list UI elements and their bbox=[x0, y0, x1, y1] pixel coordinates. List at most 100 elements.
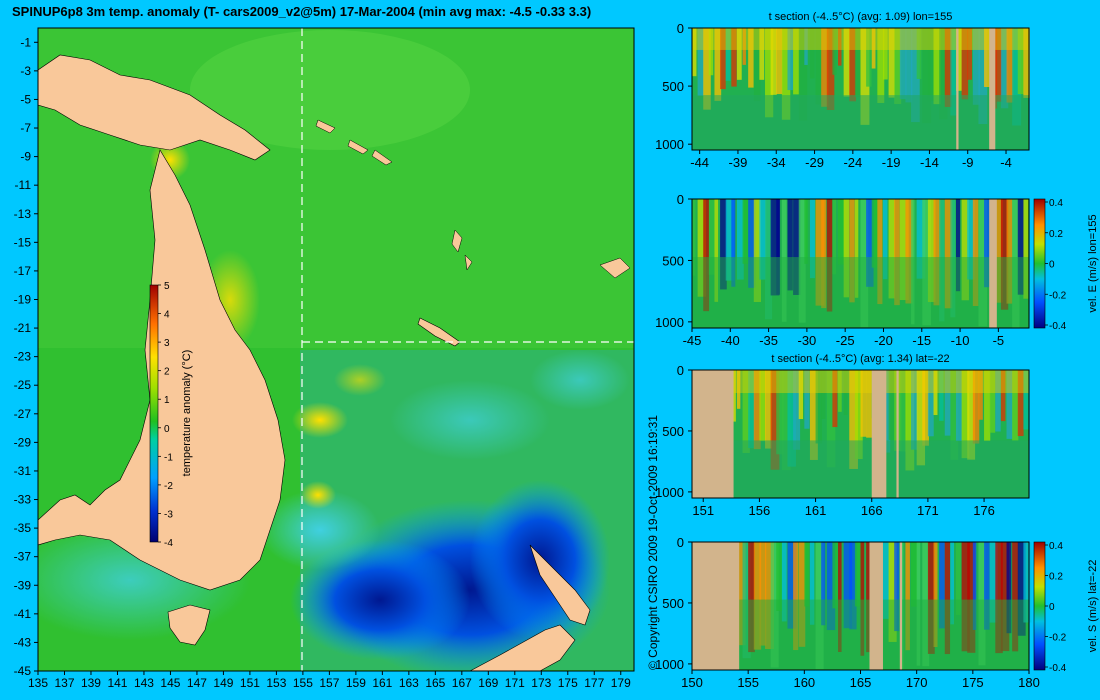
section-chart-3: t section (-4..5°C) (avg: 1.34) lat=-22 1… bbox=[655, 353, 1030, 518]
map-y-tick-label: -29 bbox=[14, 435, 32, 449]
temp-colorbar-tick-label: 5 bbox=[164, 281, 170, 292]
section-x-tick-label: -24 bbox=[843, 155, 862, 170]
temp-colorbar-tick-label: 2 bbox=[164, 367, 170, 378]
section-x-tick-label: 175 bbox=[962, 675, 984, 690]
temp-colorbar-tick-label: 0 bbox=[164, 424, 170, 435]
section-y-tick-label: 1000 bbox=[655, 657, 684, 672]
map-y-tick-label: -1 bbox=[20, 35, 31, 49]
map-y-tick-label: -31 bbox=[14, 464, 32, 478]
velocity-colorbar-tick-label: 0.4 bbox=[1049, 198, 1063, 209]
map-x-tick-label: 151 bbox=[240, 676, 260, 690]
section-x-tick-label: 161 bbox=[805, 503, 827, 518]
velocity-colorbar-tick-label: -0.4 bbox=[1049, 663, 1067, 674]
map-x-tick-label: 139 bbox=[81, 676, 101, 690]
map-y-tick-label: -15 bbox=[14, 235, 32, 249]
section-x-tick-label: 176 bbox=[973, 503, 995, 518]
map-y-tick-label: -33 bbox=[14, 493, 32, 507]
section-x-tick-label: -39 bbox=[729, 155, 748, 170]
map-y-tick-label: -17 bbox=[14, 264, 32, 278]
temp-colorbar bbox=[149, 284, 159, 543]
map-x-tick-label: 153 bbox=[266, 676, 286, 690]
velocity-colorbar-tick-label: 0.2 bbox=[1049, 229, 1063, 240]
section-land bbox=[899, 542, 903, 670]
section-y-tick-label: 1000 bbox=[655, 485, 684, 500]
map-y-tick-label: -35 bbox=[14, 521, 32, 535]
velocity-colorbar-tick-label: 0.2 bbox=[1049, 572, 1063, 583]
section-x-tick-label: 160 bbox=[793, 675, 815, 690]
map-field bbox=[38, 28, 634, 671]
new-zealand-south-land bbox=[469, 624, 576, 671]
section-land bbox=[871, 370, 887, 498]
map-x-tick-label: 145 bbox=[160, 676, 180, 690]
section-y-tick-label: 500 bbox=[662, 424, 684, 439]
map-y-tick-label: -13 bbox=[14, 207, 32, 221]
section-x-tick-label: 151 bbox=[692, 503, 714, 518]
section-land bbox=[956, 28, 959, 150]
map-y-tick-label: -7 bbox=[20, 121, 31, 135]
velocity-colorbar-tick-label: -0.4 bbox=[1049, 321, 1067, 332]
new-guinea-land bbox=[38, 54, 271, 161]
section-x-tick-label: 155 bbox=[737, 675, 759, 690]
velocity-colorbar-tick-label: 0 bbox=[1049, 260, 1055, 271]
velocity-colorbar-tick-label: 0 bbox=[1049, 602, 1055, 613]
map-x-tick-label: 173 bbox=[531, 676, 551, 690]
map-y-tick-label: -43 bbox=[14, 635, 32, 649]
section-x-tick-label: -9 bbox=[962, 155, 974, 170]
velocity-colorbar-label: vel. E (m/s) lon=155 bbox=[1087, 214, 1099, 312]
new-zealand-north-land bbox=[529, 544, 591, 626]
temp-colorbar-tick-label: 1 bbox=[164, 395, 170, 406]
section-chart-title: t section (-4..5°C) (avg: 1.34) lat=-22 bbox=[771, 353, 949, 365]
temp-colorbar-tick-label: -1 bbox=[164, 452, 173, 463]
vanuatu-land bbox=[451, 229, 473, 271]
velocity-colorbar-label: vel. S (m/s) lat=-22 bbox=[1087, 560, 1099, 653]
section-x-tick-label: 171 bbox=[917, 503, 939, 518]
section-land bbox=[869, 542, 883, 670]
section-x-tick-label: -10 bbox=[951, 333, 970, 348]
map-x-tick-label: 149 bbox=[213, 676, 233, 690]
section-chart-1: t section (-4..5°C) (avg: 1.09) lon=155 -… bbox=[655, 11, 1030, 170]
map-x-tick-label: 147 bbox=[187, 676, 207, 690]
section-y-tick-label: 0 bbox=[677, 192, 684, 207]
section-x-tick-label: -30 bbox=[797, 333, 816, 348]
section-x-tick-label: -5 bbox=[993, 333, 1005, 348]
section-x-tick-label: 156 bbox=[749, 503, 771, 518]
map-y-tick-label: -9 bbox=[20, 150, 31, 164]
map-y-tick-label: -25 bbox=[14, 378, 32, 392]
map-y-tick-label: -27 bbox=[14, 407, 32, 421]
section-chart-2: -45 -40 -35 -30 -25 -20 -15 -10 -5 0 500 1000 0.4 0.2… bbox=[655, 192, 1099, 348]
map-x-tick-label: 171 bbox=[505, 676, 525, 690]
fiji-land bbox=[599, 257, 631, 279]
temp-colorbar-label: temperature anomaly (°C) bbox=[181, 350, 193, 477]
velocity-colorbar-tick-label: -0.2 bbox=[1049, 633, 1067, 644]
section-x-tick-label: -4 bbox=[1000, 155, 1012, 170]
temp-colorbar-tick-label: -2 bbox=[164, 481, 173, 492]
temp-colorbar-tick-label: 3 bbox=[164, 338, 170, 349]
page-title: SPINUP6p8 3m temp. anomaly (T- cars2009_… bbox=[12, 4, 592, 19]
section-x-tick-label: -29 bbox=[805, 155, 824, 170]
map-y-tick-label: -11 bbox=[15, 178, 32, 192]
section-land bbox=[692, 542, 740, 670]
map-y-tick-label: -23 bbox=[14, 350, 32, 364]
section-x-tick-label: -35 bbox=[759, 333, 778, 348]
section-y-tick-label: 500 bbox=[662, 79, 684, 94]
section-x-tick-label: -44 bbox=[690, 155, 709, 170]
section-land bbox=[989, 199, 997, 328]
map-y-tick-label: -21 bbox=[14, 321, 32, 335]
velocity-colorbar bbox=[1033, 541, 1046, 671]
map-x-tick-label: 177 bbox=[584, 676, 604, 690]
map-x-tick-label: 161 bbox=[372, 676, 392, 690]
section-y-tick-label: 500 bbox=[662, 596, 684, 611]
section-y-tick-label: 0 bbox=[677, 363, 684, 378]
section-y-tick-label: 1000 bbox=[655, 137, 684, 152]
map-y-tick-label: -39 bbox=[14, 578, 32, 592]
map-x-axis: 135 137 139 141 143 145 147 149 151 153 155 157 159 1… bbox=[28, 671, 631, 690]
map-y-axis: -1 -3 -5 -7 -9 -11 -13 -15 -17 -19 -21 -23 -25 -27 -29… bbox=[14, 35, 38, 678]
section-x-tick-label: -40 bbox=[721, 333, 740, 348]
map-x-tick-label: 135 bbox=[28, 676, 48, 690]
tasmania-land bbox=[167, 604, 211, 646]
section-x-tick-label: -19 bbox=[882, 155, 901, 170]
section-x-tick-label: -15 bbox=[912, 333, 931, 348]
section-y-tick-label: 1000 bbox=[655, 315, 684, 330]
section-chart-4: 150 155 160 165 170 175 180 0 500 1000 0.4 0.2 0 -0.2… bbox=[655, 535, 1099, 690]
